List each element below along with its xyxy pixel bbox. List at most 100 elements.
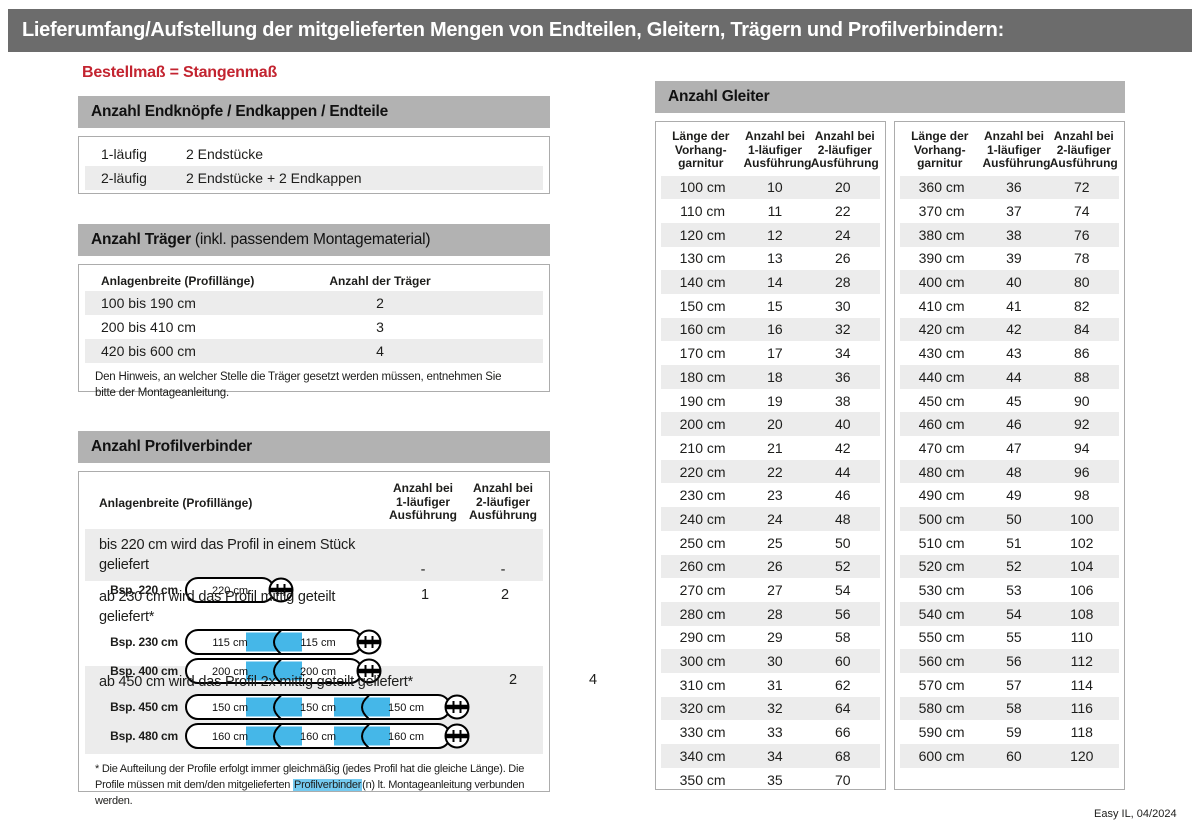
- gleiter-row: 380 cm 38 76: [900, 222, 1119, 247]
- traeger-col2-header: Anzahl der Träger: [329, 274, 431, 288]
- endteile-row-value: 2 Endstücke: [186, 146, 264, 162]
- gleiter-count-2laeufig: 72: [1073, 179, 1090, 196]
- gleiter-count-2laeufig: 50: [834, 534, 851, 551]
- gleiter-col-header: Länge der Vorhang-garnitur: [897, 129, 983, 171]
- end-piece-icon: [356, 629, 382, 654]
- header-line: Anzahl bei: [814, 129, 875, 143]
- end-piece-icon: [268, 577, 294, 602]
- traeger-table: Anlagenbreite (Profillänge) Anzahl der T…: [78, 264, 550, 399]
- gleiter-count-1laeufig: 31: [767, 676, 783, 693]
- gleiter-count-1laeufig: 21: [767, 439, 783, 456]
- header-line: Vorhang-: [913, 142, 966, 157]
- gleiter-count-2laeufig: 24: [834, 226, 851, 243]
- segment-length-label: 115 cm: [212, 637, 247, 649]
- gleiter-row: 270 cm 27 54: [661, 578, 880, 602]
- gleiter-count-1laeufig: 28: [767, 605, 783, 622]
- section-title-traeger: Anzahl Träger: [91, 231, 191, 248]
- profile-rod-diagram: 200 cm 200 cm: [185, 657, 382, 684]
- gleiter-count-1laeufig: 43: [1006, 345, 1022, 362]
- gleiter-length: 130 cm: [679, 250, 726, 267]
- gleiter-length: 560 cm: [918, 653, 965, 670]
- gleiter-tables: Länge der Vorhang-garnitur Anzahl bei 1-läu…: [655, 113, 1125, 790]
- profilverbinder-row: ab 230 cm wird das Profil mittig geteilt…: [85, 581, 543, 684]
- gleiter-count-2laeufig: 60: [834, 653, 851, 670]
- gleiter-count-2laeufig: 32: [834, 321, 851, 338]
- gleiter-row: 340 cm 34 68: [661, 744, 880, 768]
- gleiter-count-2laeufig: 96: [1073, 463, 1090, 480]
- gleiter-count-2laeufig: 42: [834, 439, 851, 456]
- profile-rod-diagram: 115 cm 115 cm: [185, 628, 382, 655]
- gleiter-count-2laeufig: 26: [834, 250, 851, 267]
- gleiter-count-1laeufig: 36: [1006, 179, 1022, 196]
- gleiter-length: 300 cm: [679, 653, 726, 670]
- gleiter-count-2laeufig: 86: [1073, 345, 1090, 362]
- endteile-row-label: 1-läufig: [101, 146, 147, 162]
- gleiter-length: 150 cm: [679, 297, 726, 314]
- pv-col3-header: Anzahl bei 2-läufiger Ausführung: [469, 481, 537, 523]
- right-column: Anzahl Gleiter Länge der Vorhang-garnitur…: [655, 81, 1125, 790]
- header-line: Anzahl bei: [1053, 129, 1114, 143]
- gleiter-count-2laeufig: 112: [1070, 653, 1093, 670]
- page-title: Lieferumfang/Aufstellung der mitgeliefer…: [22, 19, 1004, 41]
- gleiter-count-2laeufig: 108: [1070, 605, 1094, 622]
- gleiter-row: 450 cm 45 90: [900, 389, 1119, 413]
- gleiter-row: 530 cm 53 106: [900, 578, 1119, 602]
- gleiter-count-1laeufig: 55: [1006, 629, 1022, 646]
- header-line: 2-läufiger: [1056, 142, 1111, 157]
- example-label: Bsp. 450 cm: [110, 699, 178, 714]
- gleiter-count-2laeufig: 44: [834, 463, 851, 480]
- gleiter-row: 370 cm 37 74: [900, 199, 1119, 223]
- gleiter-count-2laeufig: 84: [1073, 321, 1090, 338]
- example-label: Bsp. 400 cm: [110, 663, 178, 678]
- traeger-range: 100 bis 190 cm: [101, 295, 196, 311]
- gleiter-length: 270 cm: [679, 582, 726, 599]
- gleiter-count-2laeufig: 114: [1070, 676, 1093, 693]
- gleiter-count-1laeufig: 30: [767, 653, 783, 670]
- profilverbinder-rows: bis 220 cm wird das Profil in einem Stüc…: [79, 529, 597, 754]
- gleiter-count-2laeufig: 110: [1070, 629, 1093, 646]
- gleiter-count-1laeufig: 49: [1006, 487, 1022, 504]
- gleiter-count-1laeufig: 39: [1006, 250, 1022, 267]
- gleiter-count-2laeufig: 52: [834, 558, 851, 575]
- gleiter-count-1laeufig: 12: [767, 226, 783, 243]
- gleiter-length: 520 cm: [918, 558, 965, 575]
- gleiter-count-1laeufig: 16: [767, 321, 783, 338]
- gleiter-count-2laeufig: 94: [1073, 439, 1090, 456]
- gleiter-count-1laeufig: 60: [1006, 747, 1022, 764]
- gleiter-count-1laeufig: 27: [767, 582, 783, 599]
- gleiter-col-header: Anzahl bei 2-läufiger Ausführung: [1046, 129, 1123, 171]
- traeger-count: 2: [376, 295, 384, 311]
- gleiter-length: 180 cm: [679, 368, 726, 385]
- gleiter-count-2laeufig: 36: [834, 368, 851, 385]
- gleiter-row: 190 cm 19 38: [661, 389, 880, 413]
- segment-length-label: 200 cm: [300, 666, 336, 678]
- gleiter-row: 280 cm 28 56: [661, 601, 880, 626]
- gleiter-length: 590 cm: [918, 724, 965, 741]
- gleiter-length: 530 cm: [918, 582, 965, 599]
- gleiter-length: 340 cm: [679, 747, 726, 764]
- gleiter-count-1laeufig: 41: [1006, 297, 1022, 314]
- segment-length-label: 115 cm: [300, 637, 335, 649]
- header-line: Anzahl bei: [744, 129, 805, 143]
- gleiter-count-1laeufig: 38: [1006, 226, 1022, 243]
- gleiter-row: 520 cm 52 104: [900, 554, 1119, 579]
- gleiter-row: 350 cm 35 70: [661, 768, 880, 792]
- gleiter-row: 250 cm 25 50: [661, 531, 880, 555]
- example-label: Bsp. 480 cm: [110, 728, 178, 743]
- pv-row-text: ab 230 cm wird das Profil mittig geteilt…: [99, 589, 336, 625]
- gleiter-count-2laeufig: 82: [1073, 297, 1090, 314]
- document-version: Easy IL, 04/2024: [1094, 808, 1177, 820]
- gleiter-length: 440 cm: [918, 368, 965, 385]
- gleiter-row: 220 cm 22 44: [661, 459, 880, 484]
- gleiter-row: 540 cm 54 108: [900, 601, 1119, 626]
- profilverbinder-footnote: * Die Aufteilung der Profile erfolgt imm…: [79, 754, 549, 810]
- section-title-gleiter: Anzahl Gleiter: [668, 88, 770, 105]
- gleiter-length: 370 cm: [918, 203, 965, 220]
- header-line: Länge der: [911, 129, 969, 143]
- gleiter-count-2laeufig: 30: [834, 297, 851, 314]
- pv-count-2laeufig: -: [500, 561, 506, 578]
- gleiter-count-1laeufig: 23: [767, 487, 783, 504]
- footnote-text: * Die Aufteilung der Profile erfolgt imm…: [95, 763, 525, 791]
- end-piece-icon: [356, 658, 382, 683]
- pv-count-1laeufig: -: [420, 561, 426, 578]
